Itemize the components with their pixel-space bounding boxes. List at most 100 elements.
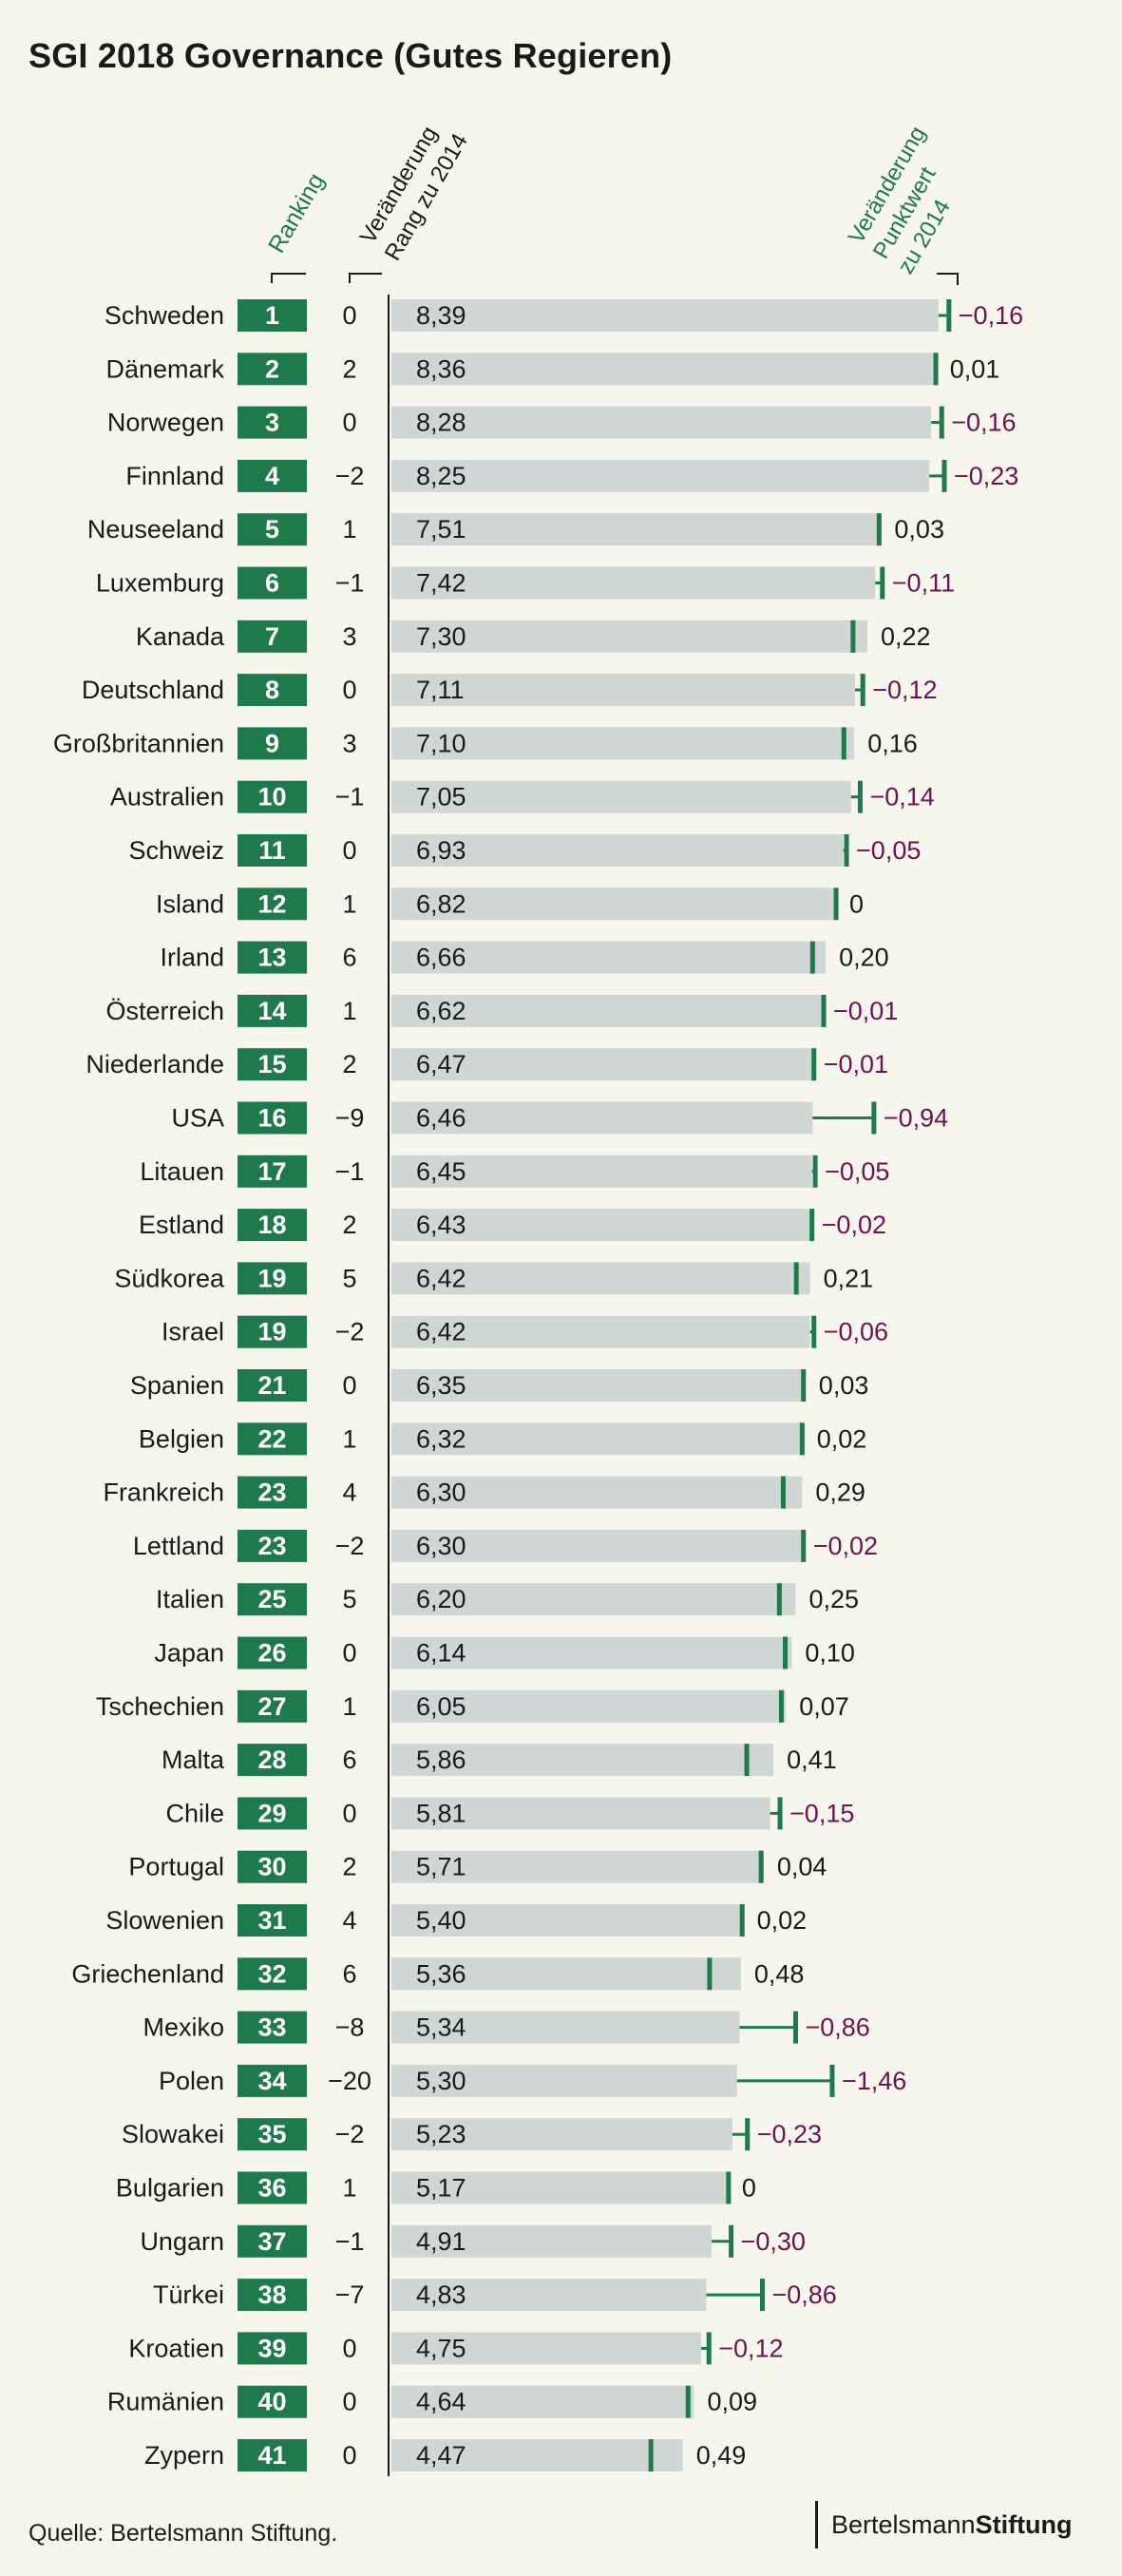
country-label: Griechenland <box>71 1959 224 1988</box>
rank-value: 13 <box>257 944 286 972</box>
score-2014-marker <box>812 1154 818 1188</box>
rank-box <box>238 1850 307 1883</box>
country-label: Mexiko <box>143 2013 224 2042</box>
rank-change-value: 1 <box>342 2174 356 2203</box>
rank-box <box>238 727 307 760</box>
rank-box <box>238 2064 307 2097</box>
country-label: Japan <box>154 1639 224 1668</box>
country-label: Spanien <box>130 1371 224 1400</box>
score-2014-marker <box>939 406 944 439</box>
rank-value: 32 <box>257 1959 286 1988</box>
rank-box <box>238 1529 307 1562</box>
country-label: Rumänien <box>107 2388 224 2416</box>
score-bar <box>391 620 867 653</box>
rank-box <box>238 353 307 386</box>
score-2014-marker <box>850 620 856 653</box>
score-2014-marker <box>706 2332 712 2365</box>
score-bar <box>391 780 851 813</box>
brand-part2: Stiftung <box>975 2510 1073 2539</box>
rank-change-value: 4 <box>342 1906 356 1935</box>
rank-value: 19 <box>257 1318 286 1346</box>
score-label: 5,17 <box>416 2174 466 2203</box>
country-label: Irland <box>160 944 224 972</box>
rank-change-value: 6 <box>342 1959 356 1988</box>
score-2014-marker <box>776 1583 782 1616</box>
rank-value: 3 <box>265 409 279 437</box>
score-2014-marker <box>860 674 865 707</box>
score-2014-marker <box>829 2064 835 2097</box>
country-label: Chile <box>165 1799 224 1827</box>
rank-change-value: −1 <box>335 569 365 598</box>
country-label: Luxemburg <box>96 569 224 598</box>
score-2014-marker <box>876 513 882 546</box>
rank-value: 17 <box>257 1157 286 1186</box>
rank-value: 37 <box>257 2227 286 2256</box>
ranking-header-bracket <box>271 273 306 283</box>
rank-box <box>238 834 307 867</box>
score-2014-marker <box>841 727 846 760</box>
score-2014-marker <box>809 941 815 974</box>
score-2014-marker <box>793 2011 799 2044</box>
rank-value: 6 <box>265 569 279 598</box>
score-change-label: −0,05 <box>856 836 921 865</box>
country-label: Tschechien <box>96 1692 224 1721</box>
score-change-label: 0,25 <box>809 1585 860 1613</box>
country-label: Norwegen <box>107 409 224 437</box>
rank-box <box>238 566 307 600</box>
score-label: 6,05 <box>416 1692 466 1721</box>
score-2014-marker <box>880 566 885 600</box>
rank-change-value: 1 <box>342 1692 356 1721</box>
rank-change-value: 0 <box>342 1639 356 1668</box>
rank-value: 40 <box>257 2388 286 2416</box>
score-bar <box>391 834 844 867</box>
score-label: 5,30 <box>416 2067 466 2095</box>
score-change-label: −0,94 <box>884 1104 948 1133</box>
score-label: 6,47 <box>416 1050 466 1078</box>
score-bar <box>391 1744 774 1777</box>
rank-change-value: 0 <box>342 2334 356 2362</box>
score-label: 6,30 <box>416 1479 466 1507</box>
rank-box <box>238 887 307 921</box>
score-label: 8,39 <box>416 301 466 330</box>
rank-change-value: −2 <box>335 462 365 490</box>
score-label: 7,10 <box>416 729 466 757</box>
rank-change-value: 0 <box>342 1799 356 1827</box>
score-bar <box>391 1209 811 1242</box>
country-label: Israel <box>162 1318 224 1346</box>
score-label: 6,20 <box>416 1585 466 1613</box>
rank-value: 29 <box>257 1799 286 1827</box>
rank-value: 12 <box>257 889 286 918</box>
score-change-label: 0,16 <box>867 729 918 757</box>
score-label: 4,83 <box>416 2280 466 2309</box>
score-bar <box>391 2171 729 2204</box>
rank-box <box>238 1636 307 1670</box>
score-2014-marker <box>685 2385 691 2418</box>
score-bar <box>391 2385 694 2418</box>
rank-value: 22 <box>257 1424 286 1453</box>
score-bar <box>391 1315 810 1348</box>
rank-box <box>238 2439 307 2471</box>
country-label: Schweiz <box>128 836 224 865</box>
rank-value: 18 <box>257 1211 286 1239</box>
score-change-label: 0,21 <box>824 1264 874 1292</box>
score-change-label: −0,01 <box>833 997 898 1025</box>
score-label: 7,51 <box>416 515 466 544</box>
score-2014-marker <box>844 834 849 867</box>
country-label: Kanada <box>136 622 225 651</box>
rank-change-value: 5 <box>342 1585 356 1613</box>
country-label: Polen <box>159 2067 224 2095</box>
score-bar <box>391 513 882 546</box>
score-bar <box>391 887 837 921</box>
rank-change-value: 2 <box>342 1050 356 1078</box>
score-label: 5,86 <box>416 1746 466 1774</box>
score-label: 4,91 <box>416 2227 466 2256</box>
score-bar <box>391 1636 792 1670</box>
country-label: Slowakei <box>122 2120 224 2148</box>
score-bar <box>391 1369 806 1402</box>
score-bar <box>391 1101 813 1135</box>
rank-value: 9 <box>265 729 279 757</box>
rank-value: 4 <box>265 462 279 490</box>
country-label: Estland <box>139 1211 224 1239</box>
score-2014-marker <box>777 1797 783 1830</box>
rank-value: 5 <box>265 515 279 544</box>
